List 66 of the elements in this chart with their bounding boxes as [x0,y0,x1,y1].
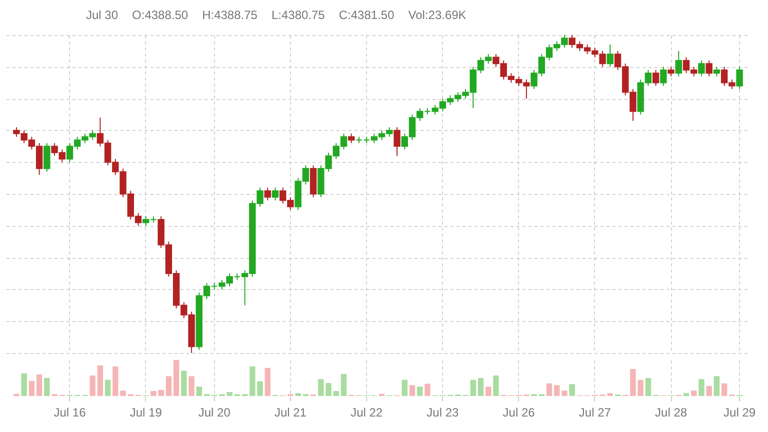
bar [493,375,499,396]
candlestick [706,60,712,77]
bar [470,380,476,396]
bar [683,393,690,396]
bar [188,376,194,396]
x-tick-label: Jul 28 [655,406,688,420]
bar [97,365,104,396]
bar [333,390,339,396]
bar [196,386,202,396]
bar [21,373,27,396]
candlestick [272,187,279,201]
candlestick [660,66,667,86]
x-tick-label: Jul 19 [130,406,162,420]
bar [173,360,180,396]
bar [691,390,697,396]
bar [44,378,50,396]
x-tick-label: Jul 20 [198,406,231,420]
candlestick [264,187,271,201]
bar [562,390,568,396]
bar [166,376,172,396]
x-tick-label: Jul 29 [724,406,756,420]
bar [698,379,704,396]
bar [721,383,728,396]
bar [546,383,552,396]
candlestick [44,142,50,172]
bar [181,370,187,396]
text: H:4388.75 [202,8,258,22]
bar [714,376,720,396]
candlestick [652,69,660,86]
candlestick [668,66,674,77]
bar [104,380,111,396]
bar [554,385,560,396]
bar [36,374,42,396]
bar [478,378,484,396]
candlestick [348,133,355,144]
x-tick-label: Jul 21 [274,406,307,420]
candlestick [698,60,705,77]
bar [569,384,575,396]
bar [424,384,430,396]
bar [607,393,613,396]
bar [706,386,712,396]
chart-title: Jul 30 [86,8,118,22]
candlestick [736,66,743,90]
text: C:4381.50 [338,8,394,22]
candlestick [713,66,720,77]
text: O:4388.50 [132,8,188,22]
bar [402,380,408,396]
text: L:4380.75 [271,8,325,22]
x-tick-label: Jul 23 [426,406,460,420]
candlestick [394,126,400,156]
text: Vol:23.69K [408,8,466,22]
bar [409,385,416,396]
x-tick-label: Jul 26 [502,406,536,420]
x-tick-label: Jul 22 [350,406,383,420]
x-tick-label: Jul 16 [54,406,86,420]
bar [417,386,423,396]
x-tick-label: Jul 27 [578,406,612,420]
bar [486,386,492,396]
bar [28,380,35,396]
bar [295,393,301,396]
bar [340,374,347,396]
bar [90,375,96,396]
candlestick [675,50,682,77]
bar [645,378,652,396]
bar [264,368,270,396]
candlestick [606,44,614,68]
